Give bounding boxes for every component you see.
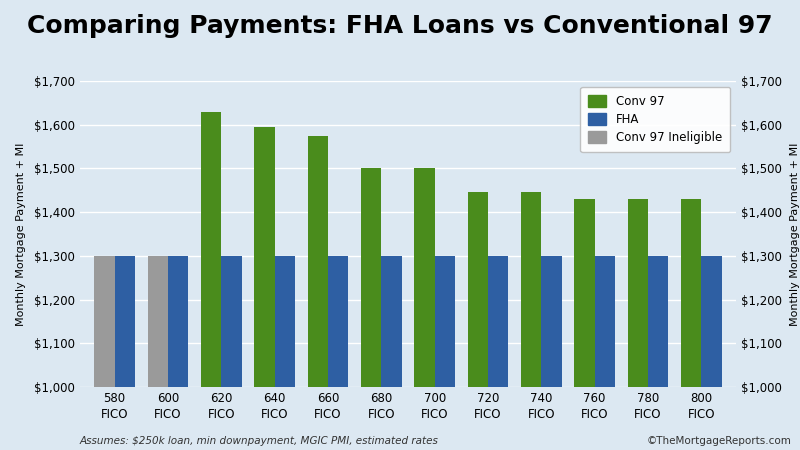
Bar	[308, 135, 328, 387]
Bar	[254, 127, 274, 387]
Bar	[201, 112, 222, 387]
Bar	[168, 256, 188, 387]
Bar	[434, 256, 455, 387]
Y-axis label: Monthly Mortgage Payment + MI: Monthly Mortgage Payment + MI	[790, 142, 800, 326]
Bar	[702, 256, 722, 387]
Bar	[222, 256, 242, 387]
Text: Assumes: $250k loan, min downpayment, MGIC PMI, estimated rates: Assumes: $250k loan, min downpayment, MG…	[80, 436, 439, 446]
Bar	[648, 256, 668, 387]
Bar	[114, 256, 135, 387]
Bar	[274, 256, 295, 387]
Bar	[328, 256, 348, 387]
Text: ©TheMortgageReports.com: ©TheMortgageReports.com	[647, 436, 792, 446]
Y-axis label: Monthly Mortgage Payment + MI: Monthly Mortgage Payment + MI	[16, 142, 26, 326]
Bar	[148, 256, 168, 387]
Bar	[574, 199, 594, 387]
Bar	[594, 256, 615, 387]
Text: Comparing Payments: FHA Loans vs Conventional 97: Comparing Payments: FHA Loans vs Convent…	[27, 14, 773, 37]
Bar	[628, 199, 648, 387]
Bar	[521, 193, 542, 387]
Bar	[681, 199, 702, 387]
Bar	[414, 168, 434, 387]
Bar	[468, 193, 488, 387]
Legend: Conv 97, FHA, Conv 97 Ineligible: Conv 97, FHA, Conv 97 Ineligible	[580, 87, 730, 152]
Bar	[382, 256, 402, 387]
Bar	[542, 256, 562, 387]
Bar	[94, 256, 114, 387]
Bar	[361, 168, 382, 387]
Bar	[488, 256, 508, 387]
